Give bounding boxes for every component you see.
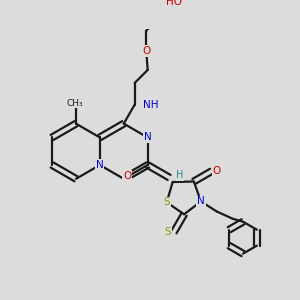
Text: O: O: [213, 166, 221, 176]
Text: S: S: [164, 227, 171, 237]
Text: N: N: [96, 160, 104, 170]
Text: NH: NH: [143, 100, 158, 110]
Text: HO: HO: [166, 0, 182, 7]
Text: O: O: [123, 171, 131, 181]
Text: H: H: [176, 170, 184, 180]
Text: S: S: [164, 197, 170, 207]
Text: CH₃: CH₃: [66, 99, 83, 108]
Text: N: N: [144, 132, 152, 142]
Text: N: N: [197, 196, 205, 206]
Text: O: O: [142, 46, 150, 56]
